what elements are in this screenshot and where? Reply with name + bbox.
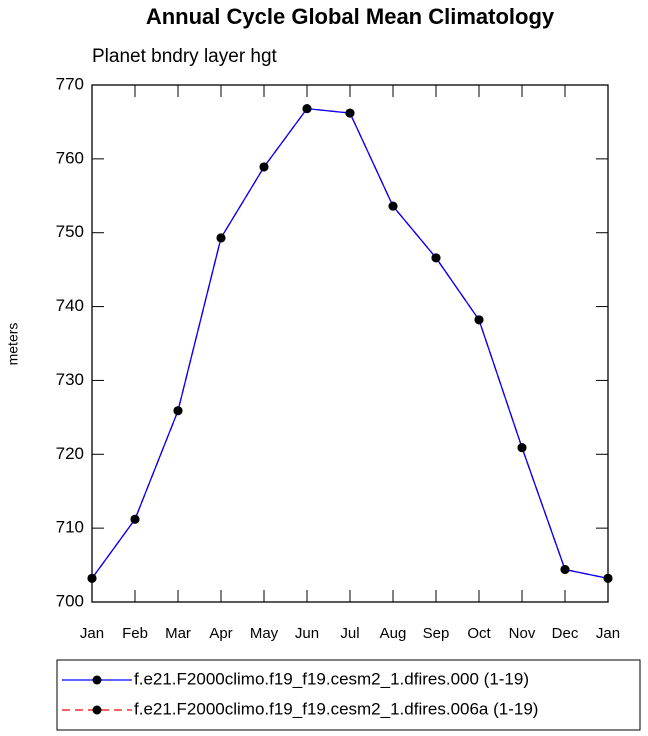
data-point [560, 565, 570, 575]
x-tick-label: Dec [552, 625, 579, 642]
x-tick-label: Nov [509, 625, 536, 642]
series-line [91, 107, 609, 580]
data-point [130, 514, 140, 524]
x-tick-label: Feb [122, 625, 148, 642]
x-tick-label: Mar [165, 625, 191, 642]
data-point [345, 108, 355, 118]
data-point [431, 253, 441, 263]
series-line [91, 107, 609, 580]
legend-label: f.e21.F2000climo.f19_f19.cesm2_1.dfires.… [134, 699, 538, 718]
y-tick-label: 770 [56, 74, 84, 93]
y-tick-label: 760 [56, 148, 84, 167]
x-tick-label: Jul [340, 625, 359, 642]
data-point [216, 233, 226, 243]
data-point [259, 162, 269, 172]
x-tick-label: Jan [596, 625, 620, 642]
chart-title: Annual Cycle Global Mean Climatology [146, 4, 555, 29]
y-tick-label: 740 [56, 296, 84, 315]
data-point [302, 104, 312, 114]
x-tick-label: Jun [295, 625, 319, 642]
data-point [388, 201, 398, 211]
chart-subtitle: Planet bndry layer hgt [92, 46, 278, 67]
y-tick-label: 730 [56, 370, 84, 389]
x-tick-label: Aug [380, 625, 407, 642]
legend-label: f.e21.F2000climo.f19_f19.cesm2_1.dfires.… [134, 669, 529, 688]
x-tick-label: May [250, 625, 279, 642]
y-tick-label: 750 [56, 222, 84, 241]
data-point [173, 406, 183, 416]
data-point [603, 573, 613, 583]
plot-frame [91, 84, 609, 603]
data-point [87, 573, 97, 583]
legend-marker [92, 705, 102, 715]
legend-marker [92, 675, 102, 685]
data-point [474, 315, 484, 325]
x-tick-label: Oct [467, 625, 491, 642]
x-tick-label: Apr [209, 625, 232, 642]
legend-box [56, 659, 641, 731]
y-tick-label: 710 [56, 518, 84, 537]
y-tick-label: 700 [56, 591, 84, 610]
data-point [517, 443, 527, 453]
x-tick-label: Jan [80, 625, 104, 642]
y-tick-label: 720 [56, 444, 84, 463]
x-tick-label: Sep [423, 625, 450, 642]
y-axis-label: meters [5, 323, 21, 366]
